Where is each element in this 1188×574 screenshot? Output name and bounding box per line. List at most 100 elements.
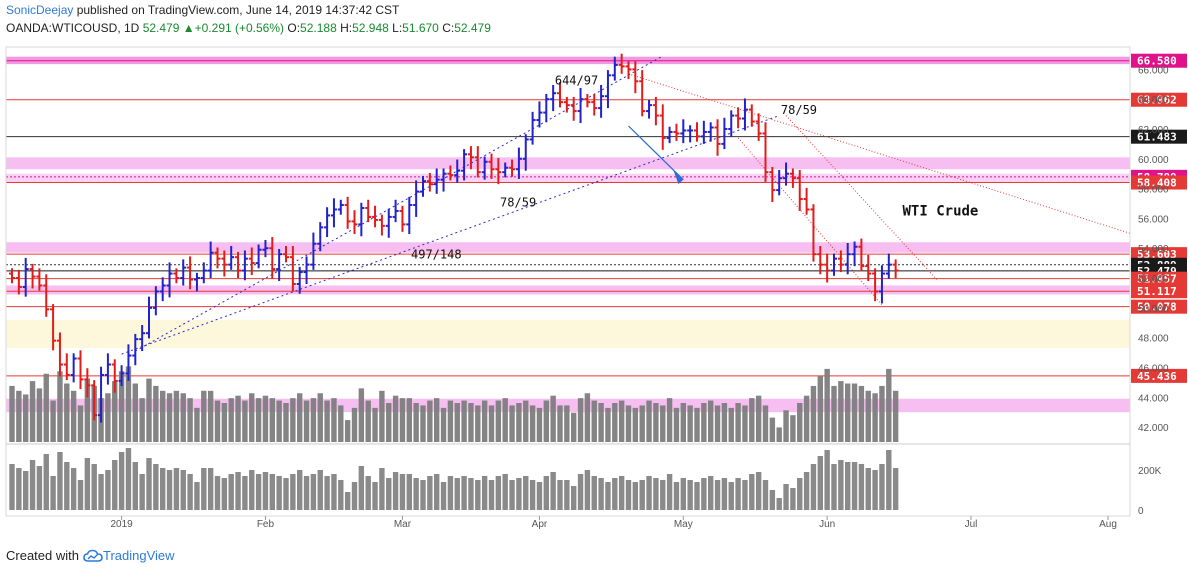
volume-bar <box>98 474 104 510</box>
trend-channels <box>121 55 1131 355</box>
ohlc-bar <box>166 262 173 298</box>
created-with-text: Created with <box>6 548 79 563</box>
volume-bar <box>118 452 125 510</box>
volume-bar <box>399 474 406 510</box>
volume-bar <box>365 476 371 510</box>
ohlc-bar <box>372 205 379 228</box>
price-axis: 66.58063.96261.48358.78958.40853.60352.8… <box>5 46 1187 517</box>
ohlc-bar <box>872 268 879 302</box>
ohlc-bar <box>748 104 755 127</box>
volume-overlay-bar <box>297 393 303 442</box>
volume-bar <box>249 470 255 510</box>
volume-tick-1: 0 <box>1138 506 1144 517</box>
ohlc-bar <box>488 153 495 179</box>
ohlc-bar <box>858 238 865 272</box>
ohlc-bar <box>522 134 529 171</box>
volume-bar <box>550 472 556 510</box>
volume-overlay-bar <box>803 395 810 442</box>
x-label-6: Jul <box>965 519 978 530</box>
author-link[interactable]: SonicDeejay <box>6 3 74 17</box>
ohlc-bar <box>146 296 152 339</box>
price-tick-12: 42.000 <box>1138 423 1169 434</box>
ohlc-bar <box>892 259 899 279</box>
volume-overlay-bar <box>228 398 234 442</box>
volume-bar <box>454 478 460 510</box>
volume-overlay-bar <box>207 390 214 442</box>
volume-overlay-bar <box>660 405 666 442</box>
volume-overlay-bar <box>769 417 776 442</box>
volume-bar <box>447 476 454 510</box>
volume-overlay-bar <box>865 390 871 442</box>
ohlc-bar <box>509 159 516 177</box>
volume-overlay-bar <box>160 390 166 442</box>
volume-overlay-bar <box>365 400 371 442</box>
volume-overlay-bar <box>831 385 837 442</box>
volume-bar <box>276 476 282 510</box>
tradingview-logo[interactable]: TradingView <box>83 548 175 563</box>
volume-overlay-bar <box>317 393 323 442</box>
cloud-icon <box>83 549 103 562</box>
price-label-text: 61.483 <box>1137 131 1177 144</box>
volume-overlay-bar <box>735 403 741 442</box>
volume-overlay-bar <box>331 398 337 442</box>
ohlc-bar <box>563 96 570 113</box>
volume-overlay-bar <box>701 403 707 442</box>
volume-bar <box>851 462 858 510</box>
volume-bar <box>84 458 91 510</box>
volume-bar <box>413 478 419 510</box>
price-label-bg <box>1131 368 1187 383</box>
volume-overlay-bar <box>57 371 63 442</box>
volume-bar <box>358 466 365 510</box>
volume-bar <box>475 480 481 510</box>
price-label-bg <box>1131 247 1187 262</box>
close-label: C: <box>442 21 455 35</box>
volume-overlay-bar <box>481 400 488 442</box>
volume-bar <box>201 468 207 510</box>
ohlc-bar <box>700 120 707 144</box>
volume-bar <box>879 464 885 510</box>
price-label-11: 45.436 <box>1131 368 1187 383</box>
channel-upper <box>135 55 663 352</box>
ohlc-bar <box>440 168 447 192</box>
volume-overlay-bar <box>577 398 584 442</box>
volume-overlay-bar <box>166 393 173 442</box>
volume-bar <box>762 480 769 510</box>
volume-bar <box>262 472 269 510</box>
volume-overlay-bar <box>523 400 529 442</box>
volume-overlay-bar <box>468 403 474 442</box>
ohlc-bar <box>310 232 317 270</box>
volume-bar <box>591 476 597 510</box>
ohlc-bar <box>447 165 454 181</box>
low-label: L: <box>392 21 403 35</box>
price-tick-0: 66.000 <box>1138 65 1169 76</box>
ohlc-bar <box>283 245 289 263</box>
volume-overlay-bar <box>262 395 269 442</box>
ohlc-bar <box>694 122 700 142</box>
volume-bar <box>105 470 111 510</box>
volume-overlay-bar <box>269 398 275 442</box>
volume-bar <box>180 470 186 510</box>
annotation-3: 497/148 <box>411 248 462 262</box>
volume-bar <box>166 470 173 510</box>
volume-bar <box>146 458 152 510</box>
volume-bar <box>892 468 899 510</box>
ohlc-bar <box>241 250 248 281</box>
arrow-head <box>673 169 684 185</box>
volume-overlay-bar <box>434 398 440 442</box>
ohlc-bar <box>632 61 639 94</box>
volume-overlay-bar <box>673 407 680 442</box>
volume-bar <box>803 472 810 510</box>
volume-overlay-bar <box>838 381 844 442</box>
volume-overlay-bar <box>344 420 351 442</box>
volume-overlay-bar <box>632 407 639 442</box>
price-label-bg <box>1131 53 1187 68</box>
open-value: 52.188 <box>300 21 337 35</box>
volume-bar <box>344 492 351 510</box>
volume-bar <box>886 450 892 510</box>
volume-overlay-bar <box>77 405 84 442</box>
volume-bar <box>70 468 77 510</box>
volume-bar <box>194 482 200 510</box>
volume-bar <box>372 482 378 510</box>
ohlc-bar <box>248 247 255 276</box>
